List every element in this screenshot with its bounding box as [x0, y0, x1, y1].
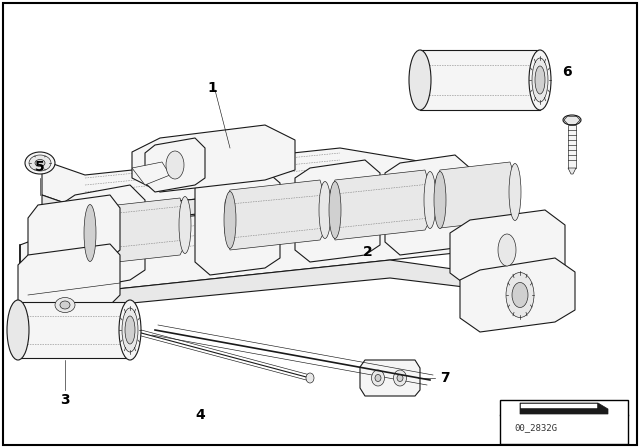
Polygon shape: [42, 185, 430, 225]
Ellipse shape: [60, 301, 70, 309]
Ellipse shape: [84, 204, 96, 262]
Ellipse shape: [7, 300, 29, 360]
Ellipse shape: [119, 300, 141, 360]
Ellipse shape: [125, 316, 135, 344]
Ellipse shape: [25, 152, 55, 174]
Ellipse shape: [434, 172, 446, 228]
Polygon shape: [42, 148, 430, 210]
Ellipse shape: [122, 308, 138, 352]
Polygon shape: [145, 138, 205, 192]
Text: 2: 2: [363, 245, 373, 259]
Polygon shape: [60, 185, 145, 290]
Ellipse shape: [506, 272, 534, 318]
Ellipse shape: [498, 234, 516, 266]
Text: 4: 4: [195, 408, 205, 422]
Text: 7: 7: [440, 371, 450, 385]
Ellipse shape: [166, 151, 184, 179]
Ellipse shape: [35, 159, 45, 167]
Polygon shape: [521, 404, 597, 408]
Polygon shape: [195, 170, 280, 275]
Text: 00_2832G: 00_2832G: [514, 423, 557, 432]
Ellipse shape: [509, 164, 521, 220]
Polygon shape: [20, 195, 530, 295]
Polygon shape: [520, 403, 608, 414]
Polygon shape: [568, 125, 576, 168]
Text: 6: 6: [562, 65, 572, 79]
Polygon shape: [132, 162, 170, 185]
Bar: [500, 400, 628, 444]
Polygon shape: [460, 258, 575, 332]
Ellipse shape: [375, 375, 381, 382]
Polygon shape: [330, 170, 430, 240]
Ellipse shape: [329, 181, 341, 238]
Ellipse shape: [424, 172, 436, 228]
Ellipse shape: [535, 66, 545, 94]
Ellipse shape: [371, 370, 385, 386]
Polygon shape: [295, 160, 380, 262]
Polygon shape: [20, 260, 530, 310]
Text: 3: 3: [60, 393, 70, 407]
Polygon shape: [360, 360, 420, 396]
Ellipse shape: [29, 155, 51, 171]
Ellipse shape: [306, 373, 314, 383]
Ellipse shape: [529, 50, 551, 110]
Polygon shape: [420, 50, 540, 110]
Polygon shape: [385, 155, 470, 255]
Ellipse shape: [319, 181, 331, 238]
Ellipse shape: [224, 191, 236, 249]
Polygon shape: [568, 168, 576, 174]
Ellipse shape: [532, 58, 548, 102]
Polygon shape: [132, 125, 295, 192]
Ellipse shape: [179, 197, 191, 254]
Ellipse shape: [55, 297, 75, 313]
Polygon shape: [85, 198, 185, 265]
Ellipse shape: [409, 50, 431, 110]
Polygon shape: [225, 180, 325, 250]
Polygon shape: [18, 302, 130, 358]
Text: 1: 1: [207, 81, 217, 95]
Ellipse shape: [563, 115, 581, 125]
Polygon shape: [18, 244, 120, 315]
Text: 5: 5: [35, 160, 45, 174]
Polygon shape: [28, 195, 120, 268]
Polygon shape: [450, 210, 565, 288]
Ellipse shape: [394, 370, 406, 386]
Ellipse shape: [397, 375, 403, 382]
Ellipse shape: [512, 283, 528, 307]
Polygon shape: [435, 162, 515, 228]
